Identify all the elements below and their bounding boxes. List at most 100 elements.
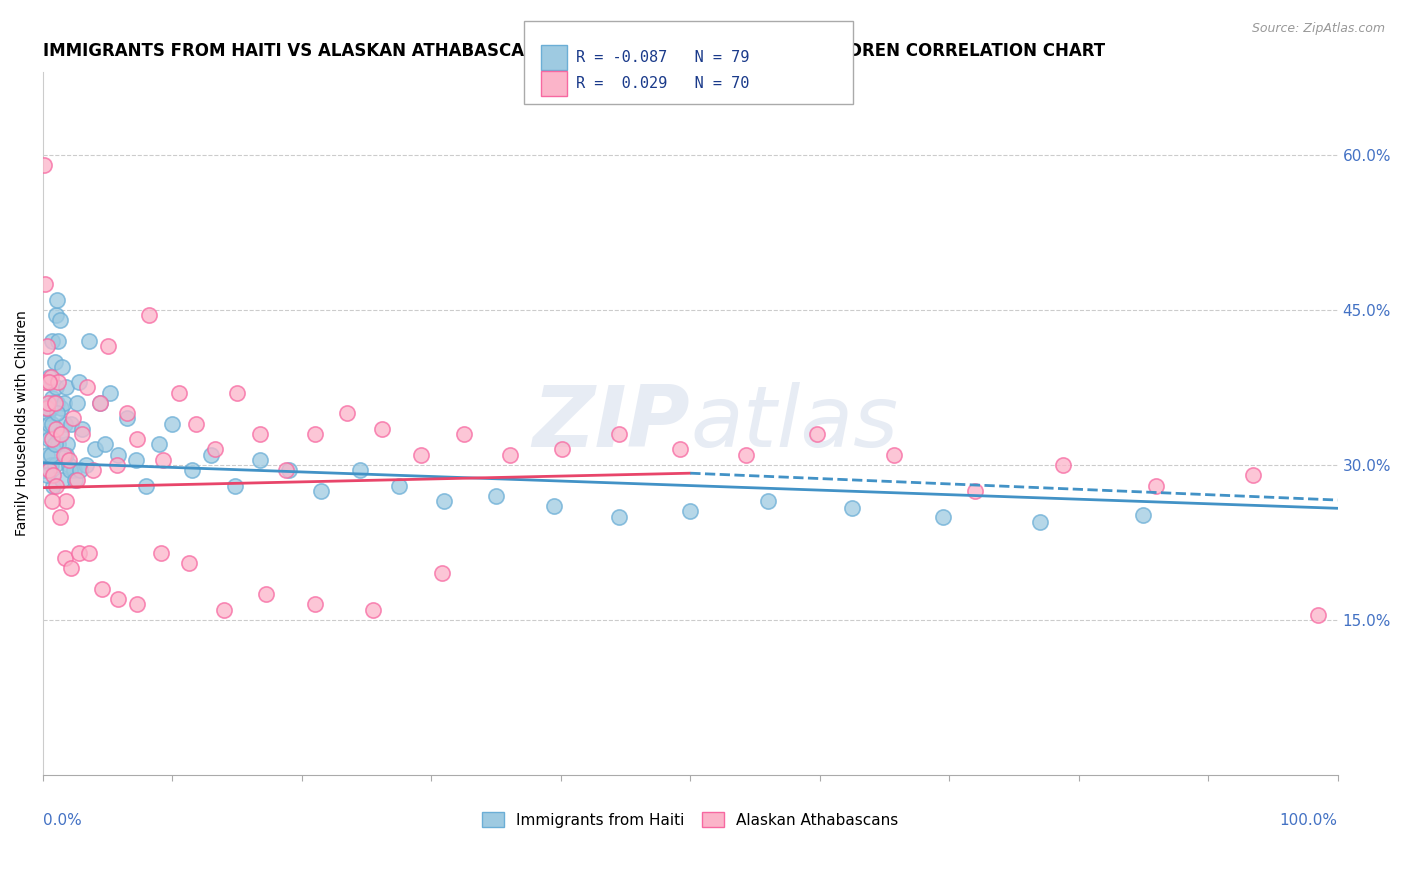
Point	[669, 442, 692, 457]
Point	[60, 417, 83, 431]
Text: R = -0.087   N = 79: R = -0.087 N = 79	[576, 50, 749, 65]
Point	[1308, 607, 1330, 622]
Point	[39, 448, 62, 462]
Point	[179, 556, 201, 570]
Point	[37, 406, 59, 420]
Point	[34, 463, 56, 477]
Point	[69, 463, 91, 477]
Text: 0.0%: 0.0%	[44, 814, 82, 829]
Point	[485, 489, 508, 503]
Point	[35, 401, 58, 416]
Point	[107, 448, 129, 462]
Legend: Immigrants from Haiti, Alaskan Athabascans: Immigrants from Haiti, Alaskan Athabasca…	[477, 806, 904, 834]
Point	[62, 411, 84, 425]
Point	[200, 448, 222, 462]
Point	[79, 546, 101, 560]
Point	[249, 452, 271, 467]
Point	[1144, 478, 1167, 492]
Point	[115, 411, 138, 425]
Point	[45, 308, 67, 322]
Point	[51, 359, 73, 374]
Point	[55, 448, 77, 462]
Point	[42, 478, 65, 492]
Point	[34, 426, 56, 441]
Point	[35, 448, 58, 462]
Point	[115, 406, 138, 420]
Point	[167, 385, 190, 400]
Point	[48, 426, 70, 441]
Point	[38, 370, 60, 384]
Point	[204, 442, 226, 457]
Point	[41, 417, 63, 431]
Point	[79, 334, 101, 348]
Point	[45, 478, 67, 492]
Point	[52, 448, 75, 462]
Point	[39, 370, 62, 384]
Point	[756, 494, 779, 508]
Point	[1243, 468, 1265, 483]
Point	[65, 474, 87, 488]
Point	[46, 406, 69, 420]
Point	[932, 509, 955, 524]
Text: ZIP: ZIP	[533, 382, 690, 465]
Point	[679, 504, 702, 518]
Point	[60, 561, 83, 575]
Point	[277, 463, 299, 477]
Point	[409, 448, 432, 462]
Point	[152, 452, 174, 467]
Point	[499, 448, 522, 462]
Point	[48, 437, 70, 451]
Point	[44, 458, 66, 472]
Point	[254, 587, 277, 601]
Point	[806, 426, 828, 441]
Point	[107, 592, 129, 607]
Point	[52, 396, 75, 410]
Point	[82, 463, 104, 477]
Point	[453, 426, 475, 441]
Point	[70, 426, 93, 441]
Point	[56, 437, 79, 451]
Point	[1132, 508, 1154, 522]
Point	[32, 463, 55, 477]
Point	[41, 432, 63, 446]
Point	[55, 380, 77, 394]
Point	[304, 598, 326, 612]
Point	[135, 478, 157, 492]
Point	[388, 478, 411, 492]
Point	[148, 437, 170, 451]
Point	[162, 417, 184, 431]
Point	[127, 432, 149, 446]
Point	[32, 158, 55, 172]
Point	[551, 442, 574, 457]
Point	[83, 442, 105, 457]
Point	[34, 277, 56, 292]
Point	[42, 468, 65, 483]
Point	[371, 422, 394, 436]
Point	[53, 550, 76, 565]
Point	[224, 478, 246, 492]
Point	[51, 474, 73, 488]
Point	[841, 501, 863, 516]
Point	[55, 494, 77, 508]
Text: IMMIGRANTS FROM HAITI VS ALASKAN ATHABASCAN FAMILY HOUSEHOLDS WITH CHILDREN CORR: IMMIGRANTS FROM HAITI VS ALASKAN ATHABAS…	[44, 42, 1105, 60]
Point	[38, 376, 60, 390]
Point	[38, 432, 60, 446]
Point	[49, 401, 72, 416]
Point	[41, 391, 63, 405]
Point	[42, 396, 65, 410]
Point	[67, 376, 90, 390]
Y-axis label: Family Households with Children: Family Households with Children	[15, 310, 30, 536]
Point	[127, 598, 149, 612]
Point	[94, 437, 117, 451]
Point	[48, 509, 70, 524]
Point	[1052, 458, 1074, 472]
Point	[48, 334, 70, 348]
Point	[48, 376, 70, 390]
Point	[180, 463, 202, 477]
Point	[249, 426, 271, 441]
Point	[59, 463, 82, 477]
Point	[34, 376, 56, 390]
Point	[91, 582, 114, 596]
Point	[607, 426, 630, 441]
Point	[65, 396, 87, 410]
